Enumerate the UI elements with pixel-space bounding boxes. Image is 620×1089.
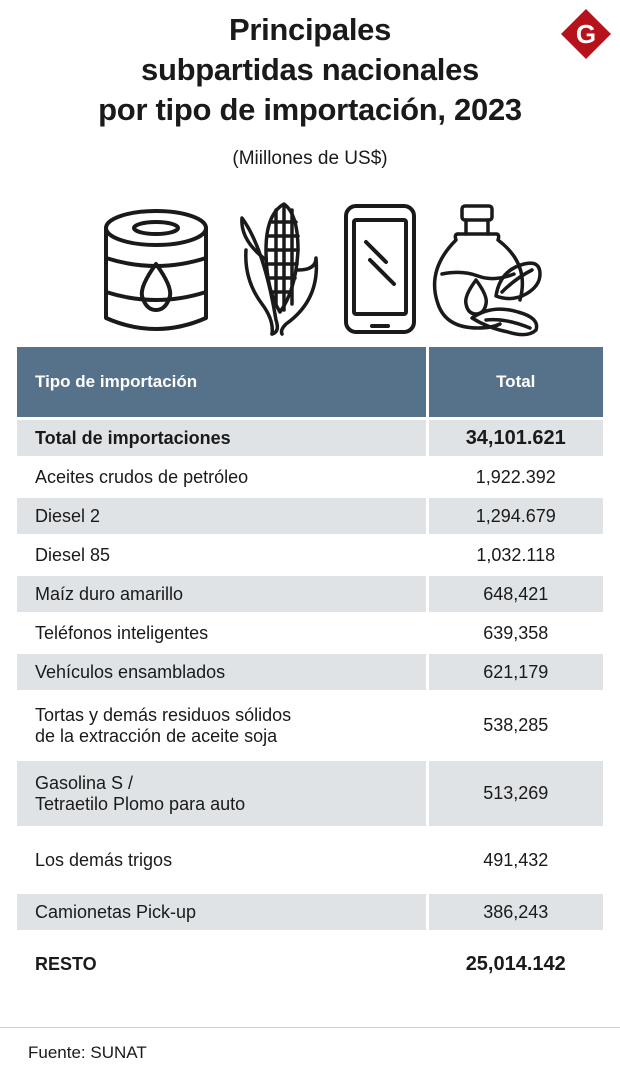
row-value: 491,432 xyxy=(427,827,603,894)
row-value: 34,101.621 xyxy=(427,418,603,459)
table-row: Gasolina S / Tetraetilo Plomo para auto … xyxy=(17,759,603,829)
row-label: Diesel 85 xyxy=(17,535,429,576)
row-label-line-1: Tortas y demás residuos sólidos xyxy=(35,704,292,725)
row-value: 1,922.392 xyxy=(427,457,603,498)
table-row: Los demás trigos 491,432 xyxy=(17,827,603,894)
oil-barrel-icon xyxy=(104,209,208,331)
smartphone-icon xyxy=(344,204,416,334)
row-value: 639,358 xyxy=(427,613,603,654)
row-label: Tortas y demás residuos sólidos de la ex… xyxy=(17,691,429,761)
row-value: 621,179 xyxy=(427,652,603,693)
row-value: 25,014.142 xyxy=(427,931,603,999)
column-header-type: Tipo de importación xyxy=(17,347,429,420)
oil-bottle-soy-icon xyxy=(432,204,542,337)
title-line-3: por tipo de importación, 2023 xyxy=(98,92,522,127)
row-value: 1,294.679 xyxy=(427,496,603,537)
brand-logo: G xyxy=(561,9,611,59)
row-value: 538,285 xyxy=(427,691,603,761)
corn-icon xyxy=(240,202,319,336)
page-title: Principales subpartidas nacionales por t… xyxy=(0,10,620,130)
table-row: Diesel 2 1,294.679 xyxy=(17,496,603,537)
row-label: Total de importaciones xyxy=(17,418,429,459)
imports-table: Tipo de importación Total Total de impor… xyxy=(17,347,603,999)
row-label-line-1: Gasolina S / xyxy=(35,772,134,793)
icon-row xyxy=(0,200,620,340)
row-label: Maíz duro amarillo xyxy=(17,574,429,615)
row-label: Camionetas Pick-up xyxy=(17,892,429,933)
title-line-2: subpartidas nacionales xyxy=(141,52,479,87)
row-label: Aceites crudos de petróleo xyxy=(17,457,429,498)
table-row: Aceites crudos de petróleo 1,922.392 xyxy=(17,457,603,498)
table-header-row: Tipo de importación Total xyxy=(17,347,603,420)
table-row: Maíz duro amarillo 648,421 xyxy=(17,574,603,615)
row-value: 386,243 xyxy=(427,892,603,933)
footer-divider xyxy=(0,1027,620,1028)
units-subtitle: (Miillones de US$) xyxy=(232,148,388,169)
table-row: Tortas y demás residuos sólidos de la ex… xyxy=(17,691,603,761)
row-value: 1,032.118 xyxy=(427,535,603,576)
row-label: RESTO xyxy=(17,931,429,999)
row-label: Los demás trigos xyxy=(17,827,429,894)
row-label: Vehículos ensamblados xyxy=(17,652,429,693)
row-value: 513,269 xyxy=(427,759,603,829)
title-line-1: Principales xyxy=(228,12,392,47)
table-row: Diesel 85 1,032.118 xyxy=(17,535,603,576)
table-row: Vehículos ensamblados 621,179 xyxy=(17,652,603,693)
source-note: Fuente: SUNAT xyxy=(28,1043,147,1062)
table-row: Teléfonos inteligentes 639,358 xyxy=(17,613,603,654)
row-label: Diesel 2 xyxy=(17,496,429,537)
table-row: RESTO 25,014.142 xyxy=(17,931,603,999)
table-row: Total de importaciones 34,101.621 xyxy=(17,418,603,459)
row-value: 648,421 xyxy=(427,574,603,615)
row-label: Teléfonos inteligentes xyxy=(17,613,429,654)
row-label: Gasolina S / Tetraetilo Plomo para auto xyxy=(17,759,429,829)
column-header-total: Total xyxy=(427,347,603,420)
logo-letter: G xyxy=(576,19,596,49)
table-row: Camionetas Pick-up 386,243 xyxy=(17,892,603,933)
row-label-line-2: Tetraetilo Plomo para auto xyxy=(35,793,246,814)
row-label-line-2: de la extracción de aceite soja xyxy=(35,725,278,746)
